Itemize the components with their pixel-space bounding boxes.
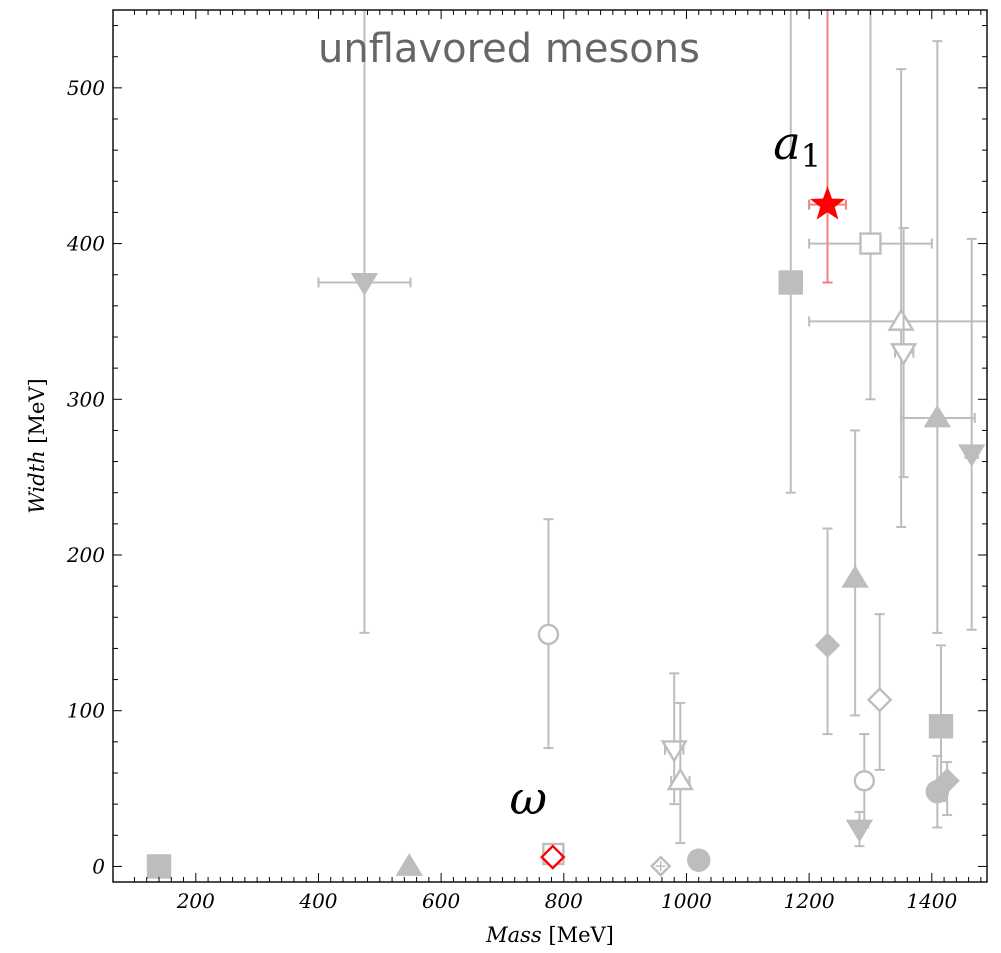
data-point: [934, 761, 960, 817]
annotation-a1-main: a: [773, 116, 800, 170]
point-marker: [666, 767, 695, 791]
data-point: [814, 527, 841, 736]
highlight-marker: [540, 844, 566, 870]
y-axis-label-name: Width: [25, 450, 49, 513]
point-marker: [146, 854, 172, 879]
data-point: [866, 613, 893, 771]
point-marker: [845, 819, 874, 843]
data-point: [317, 10, 412, 634]
point-marker: [887, 308, 915, 331]
x-tick-label: 1000: [661, 889, 712, 913]
y-axis-label-unit: [MeV]: [25, 378, 49, 450]
x-axis-label-unit: [MeV]: [542, 923, 614, 947]
x-tick-label: 600: [422, 889, 460, 913]
data-point: [853, 733, 876, 829]
y-tick-label: 0: [92, 854, 105, 878]
data-point: [540, 844, 566, 870]
annotations-layer: ω a1: [509, 116, 821, 825]
point-marker: [957, 444, 986, 468]
data-point: [808, 68, 987, 528]
data-point: [146, 854, 172, 879]
y-tick-label: 200: [66, 543, 105, 567]
data-point: [687, 848, 711, 872]
axis-ticks: 200 400 600 800 1000 1200 1400 0 100 200 300 400 500: [66, 10, 987, 913]
data-point: [845, 810, 874, 848]
data-points-layer: [146, 10, 987, 879]
point-marker: [859, 232, 882, 255]
y-tick-label: 300: [67, 387, 105, 411]
point-marker: [928, 714, 954, 739]
x-axis-label-name: Mass: [485, 923, 542, 947]
data-point: [889, 227, 918, 479]
point-marker: [853, 770, 876, 792]
data-point: [900, 40, 976, 634]
point-marker: [395, 853, 423, 876]
data-point: [778, 10, 803, 494]
x-tick-label: 1400: [906, 889, 957, 913]
data-point: [395, 853, 423, 876]
data-point: [925, 754, 950, 829]
data-point: [808, 10, 847, 284]
y-tick-label: 100: [67, 699, 105, 723]
plot-frame: [112, 9, 988, 883]
chart-title: unflavored mesons: [318, 26, 700, 72]
point-marker: [934, 768, 960, 794]
point-marker: [778, 270, 803, 295]
y-axis-label: Width [MeV]: [25, 378, 49, 514]
annotation-a1-subscript: 1: [801, 137, 821, 175]
x-tick-label: 1200: [784, 889, 835, 913]
x-tick-label: 400: [298, 889, 337, 913]
point-marker: [350, 273, 379, 296]
point-marker: [660, 740, 688, 763]
point-marker: [923, 404, 951, 428]
data-point: [537, 518, 560, 750]
point-marker: [687, 848, 711, 872]
point-marker: [889, 343, 918, 366]
data-point: [666, 701, 695, 845]
data-point: [650, 855, 672, 877]
annotation-omega: ω: [509, 771, 547, 825]
plot-border: [112, 9, 988, 883]
x-axis-label: Mass [MeV]: [485, 923, 614, 947]
data-point: [841, 429, 869, 717]
y-tick-label: 400: [66, 232, 105, 256]
point-marker: [814, 632, 841, 659]
x-tick-label: 200: [176, 889, 215, 913]
point-marker: [866, 687, 893, 713]
x-tick-label: 800: [545, 889, 583, 913]
annotation-a1: a1: [773, 116, 821, 175]
y-tick-label: 500: [67, 76, 105, 100]
highlight-marker: [810, 186, 846, 220]
data-point: [957, 237, 986, 631]
point-marker: [537, 623, 560, 646]
point-marker: [841, 565, 869, 588]
